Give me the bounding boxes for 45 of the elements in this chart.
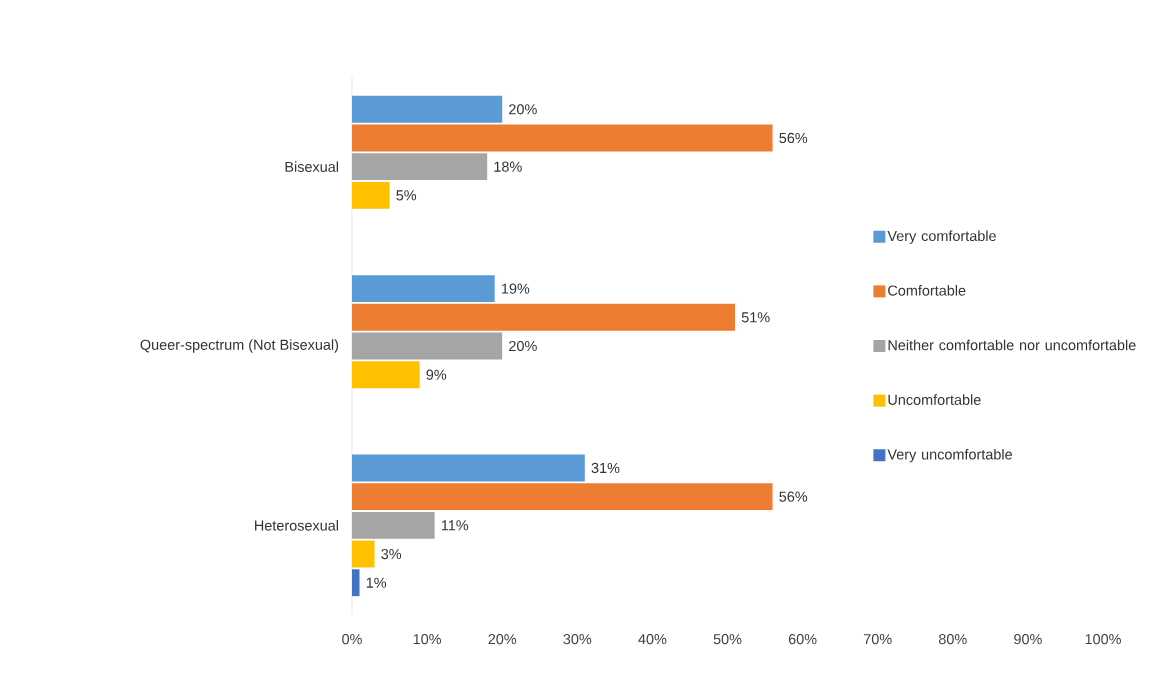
data-label: 31% bbox=[591, 462, 620, 474]
x-tick-label: 30% bbox=[563, 634, 592, 645]
bar bbox=[352, 540, 375, 568]
x-tick-label: 70% bbox=[863, 634, 892, 645]
data-label: 20% bbox=[509, 340, 537, 352]
data-label: 1% bbox=[366, 577, 387, 588]
bar bbox=[352, 153, 488, 181]
data-label: 51% bbox=[741, 312, 770, 323]
bar bbox=[352, 95, 503, 123]
data-label: 18% bbox=[494, 161, 522, 172]
legend-label: Uncomfortable bbox=[888, 394, 981, 405]
x-tick-label: 60% bbox=[788, 634, 817, 645]
legend-label: Very uncomfortable bbox=[887, 448, 1012, 463]
y-tick-label: Queer-spectrum (Not Bisexual) bbox=[140, 339, 339, 353]
bar bbox=[352, 275, 495, 303]
x-tick-label: 10% bbox=[413, 634, 442, 645]
bar bbox=[352, 361, 420, 389]
y-tick-label: Bisexual bbox=[285, 161, 339, 172]
x-tick-label: 50% bbox=[713, 634, 742, 645]
bar bbox=[352, 303, 736, 331]
bar bbox=[352, 181, 390, 209]
data-label: 9% bbox=[426, 369, 447, 380]
data-label: 3% bbox=[381, 548, 402, 560]
x-tick-label: 80% bbox=[938, 634, 967, 645]
bar bbox=[352, 454, 585, 482]
x-tick-label: 20% bbox=[488, 634, 517, 645]
x-tick-label: 40% bbox=[638, 634, 667, 645]
x-tick-label: 0% bbox=[342, 634, 362, 645]
data-label: 56% bbox=[779, 491, 808, 502]
bar bbox=[352, 124, 773, 152]
data-label: 19% bbox=[501, 283, 530, 294]
data-label: 5% bbox=[396, 190, 417, 201]
legend-label: Neither comfortable nor uncomfortable bbox=[888, 339, 1136, 351]
y-tick-label: Heterosexual bbox=[255, 520, 339, 531]
data-label: 56% bbox=[779, 132, 808, 144]
x-tick-label: 100% bbox=[1085, 634, 1121, 645]
bar bbox=[352, 569, 360, 597]
x-tick-label: 90% bbox=[1014, 634, 1042, 645]
legend-label: Comfortable bbox=[888, 285, 966, 296]
data-label: 20% bbox=[509, 104, 537, 115]
bar bbox=[352, 332, 503, 360]
data-label: 11% bbox=[441, 520, 469, 531]
bar bbox=[352, 511, 435, 539]
legend-label: Very comfortable bbox=[887, 230, 996, 244]
bar bbox=[352, 483, 773, 511]
